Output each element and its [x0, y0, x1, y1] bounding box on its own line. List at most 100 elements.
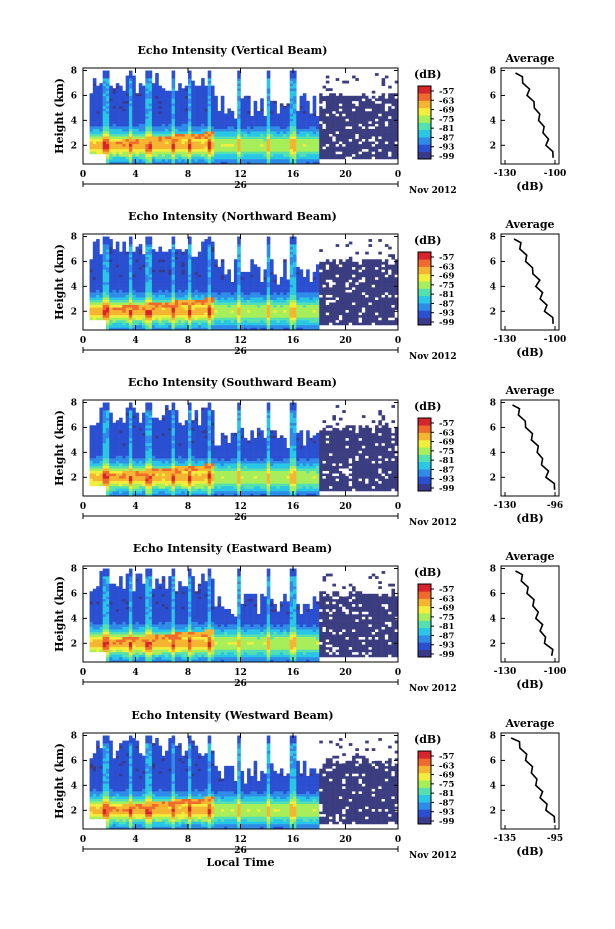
- y-tick-label: 4: [71, 116, 77, 126]
- heatmap-cell: [165, 110, 169, 114]
- heatmap-cell: [184, 259, 189, 263]
- heatmap-cell: [115, 299, 120, 303]
- heatmap-cell: [99, 271, 103, 275]
- heatmap-cell: [306, 324, 310, 328]
- heatmap-cell: [240, 158, 245, 162]
- heatmap-cell: [224, 284, 228, 288]
- heatmap-cell: [138, 302, 143, 306]
- heatmap-cell: [250, 302, 254, 306]
- heatmap-cell: [253, 309, 258, 313]
- heatmap-cell: [302, 110, 307, 114]
- heatmap-cell: [102, 126, 107, 129]
- heatmap-cell: [132, 108, 136, 112]
- heatmap-cell: [230, 282, 235, 285]
- heatmap-cell: [188, 151, 192, 155]
- heatmap-cell: [191, 287, 195, 290]
- heatmap-cell: [165, 121, 169, 124]
- heatmap-cell: [237, 244, 241, 247]
- heatmap-cell: [188, 241, 192, 245]
- heatmap-cell: [119, 116, 123, 119]
- heatmap-cell: [237, 156, 241, 160]
- heatmap-cell: [112, 108, 117, 112]
- heatmap-cell: [279, 276, 284, 280]
- heatmap-cell: [306, 123, 310, 127]
- heatmap-cell: [122, 105, 126, 109]
- heatmap-cell: [230, 324, 235, 328]
- heatmap-cell: [119, 95, 123, 99]
- heatmap-cell: [279, 314, 284, 318]
- heatmap-cell: [188, 322, 192, 326]
- heatmap-cell: [207, 93, 212, 97]
- heatmap-cell: [260, 292, 264, 295]
- heatmap-cell: [266, 236, 271, 240]
- heatmap-cell: [276, 314, 281, 318]
- heatmap-cell: [319, 93, 323, 97]
- heatmap-cell: [161, 105, 166, 109]
- heatmap-cell: [145, 276, 149, 280]
- heatmap-cell: [368, 98, 373, 102]
- heatmap-cell: [138, 113, 143, 117]
- heatmap-cell: [102, 138, 107, 142]
- heatmap-cell: [375, 123, 379, 127]
- heatmap-cell: [174, 126, 179, 129]
- heatmap-cell: [306, 161, 310, 165]
- heatmap-cell: [188, 103, 192, 107]
- heatmap-cell: [335, 141, 340, 145]
- heatmap-cell: [224, 126, 228, 129]
- heatmap-cell: [243, 148, 248, 152]
- heatmap-cell: [119, 297, 123, 300]
- heatmap-cell: [181, 312, 186, 316]
- heatmap-cell: [204, 108, 208, 112]
- heatmap-cell: [174, 143, 179, 147]
- heatmap-cell: [148, 312, 153, 316]
- heatmap-cell: [266, 251, 271, 255]
- heatmap-cell: [227, 118, 231, 122]
- heatmap-cell: [394, 116, 399, 119]
- heatmap-cell: [115, 246, 120, 250]
- heatmap-cell: [286, 158, 291, 162]
- heatmap-cell: [119, 304, 123, 308]
- heatmap-cell: [256, 302, 261, 306]
- heatmap-cell: [306, 302, 310, 306]
- heatmap-cell: [227, 297, 231, 300]
- heatmap-cell: [128, 249, 133, 252]
- heatmap-cell: [315, 151, 320, 155]
- heatmap-cell: [345, 317, 350, 321]
- heatmap-cell: [342, 302, 346, 306]
- heatmap-cell: [263, 158, 268, 162]
- heatmap-cell: [207, 146, 212, 150]
- heatmap-cell: [178, 309, 182, 313]
- heatmap-cell: [151, 95, 156, 99]
- heatmap-cell: [135, 133, 140, 137]
- heatmap-cell: [105, 85, 110, 89]
- heatmap-cell: [371, 121, 376, 124]
- heatmap-cell: [391, 95, 396, 99]
- heatmap-cell: [247, 151, 251, 155]
- heatmap-cell: [132, 251, 136, 255]
- heatmap-cell: [122, 161, 126, 165]
- heatmap-cell: [312, 128, 317, 132]
- heatmap-cell: [168, 98, 172, 102]
- heatmap-cell: [293, 254, 297, 258]
- heatmap-cell: [309, 118, 313, 122]
- heatmap-cell: [125, 93, 130, 97]
- heatmap-cell: [191, 284, 195, 288]
- heatmap-cell: [260, 143, 264, 147]
- heatmap-cell: [289, 161, 294, 165]
- heatmap-cell: [155, 319, 159, 323]
- heatmap-cell: [329, 146, 333, 150]
- heatmap-cell: [128, 113, 133, 117]
- heatmap-cell: [342, 116, 346, 119]
- heatmap-cell: [266, 95, 271, 99]
- heatmap-cell: [178, 276, 182, 280]
- heatmap-cell: [293, 269, 297, 273]
- heatmap-cell: [325, 322, 330, 326]
- heatmap-cell: [201, 78, 205, 81]
- heatmap-cell: [279, 108, 284, 112]
- heatmap-cell: [112, 276, 117, 280]
- heatmap-cell: [365, 138, 369, 142]
- heatmap-cell: [207, 113, 212, 117]
- heatmap-cell: [194, 100, 199, 104]
- heatmap-cell: [230, 110, 235, 114]
- heatmap-cell: [132, 254, 136, 258]
